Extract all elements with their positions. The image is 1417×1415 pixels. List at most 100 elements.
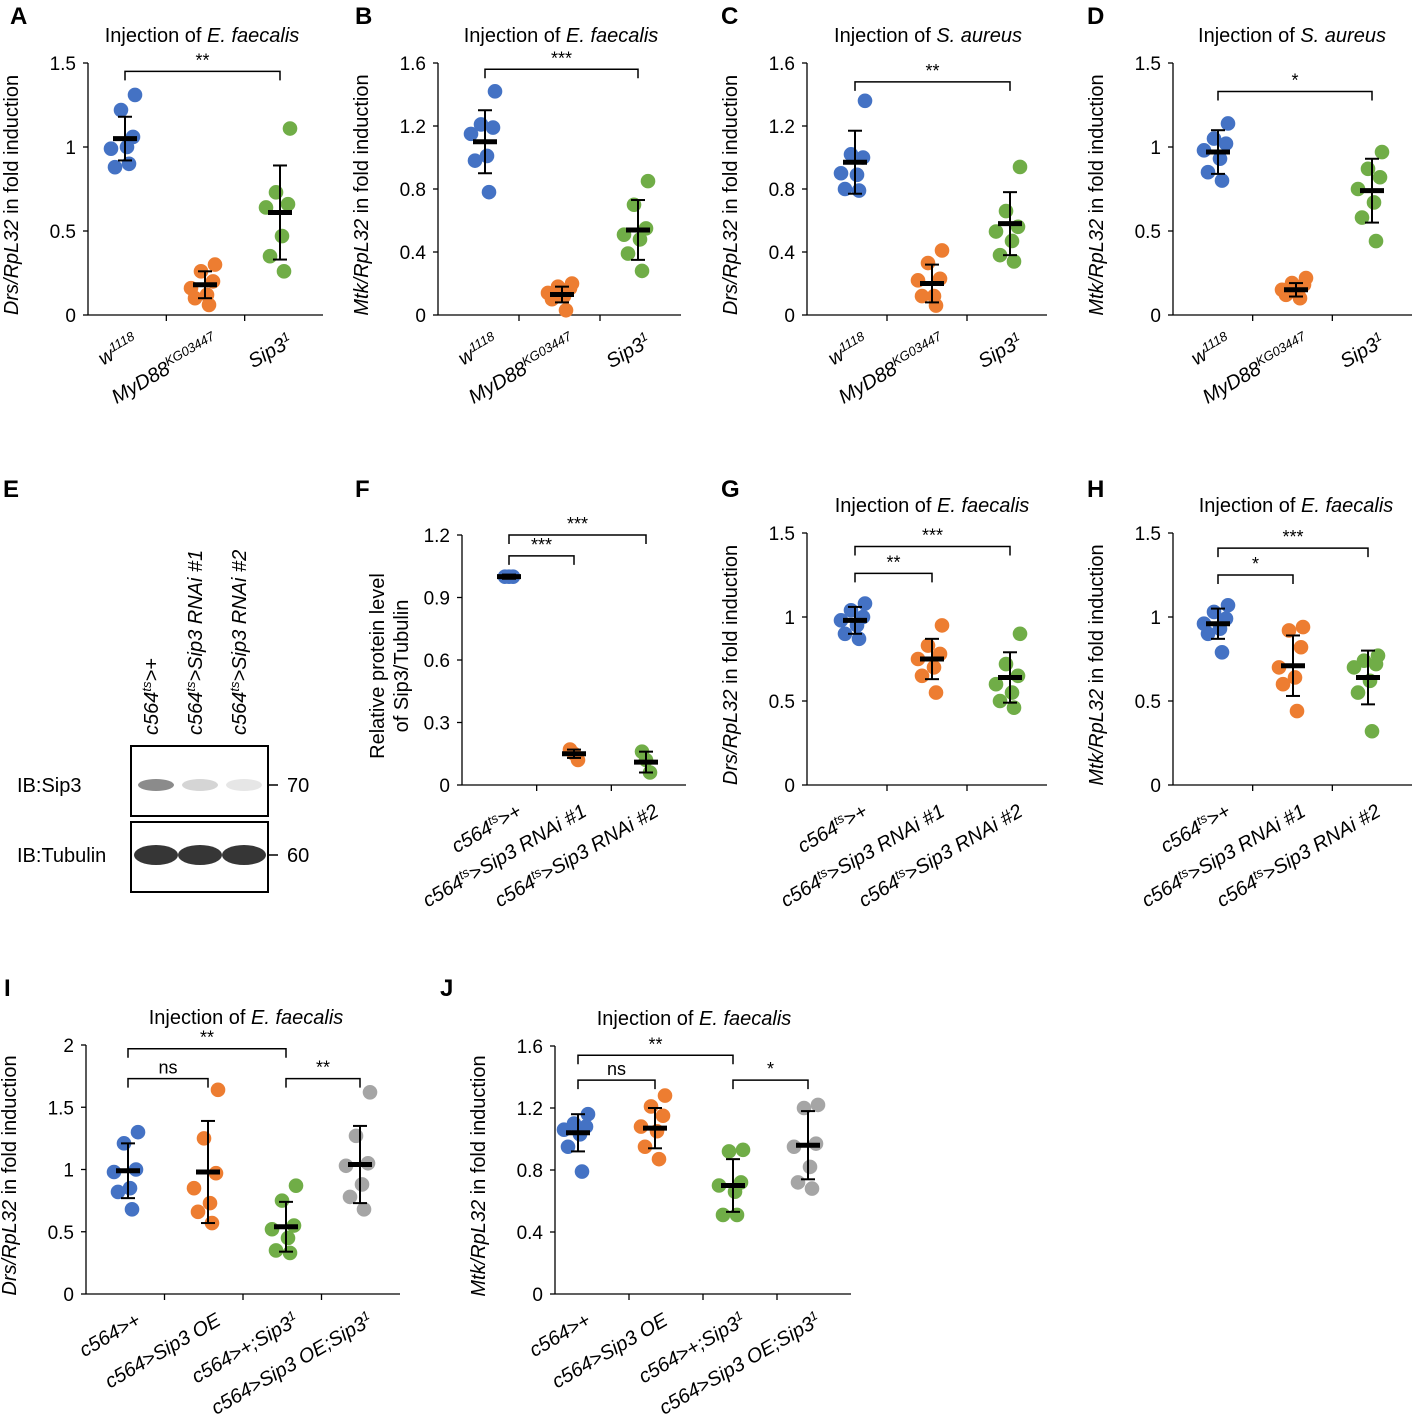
data-point <box>637 1139 653 1155</box>
marker-label: 60 <box>287 845 309 867</box>
data-point <box>804 1181 820 1196</box>
y-axis-label: of Sip3/Tubulin <box>391 600 413 733</box>
panel-letter: F <box>355 476 370 503</box>
panel-letter: A <box>10 3 27 30</box>
data-point <box>992 693 1008 709</box>
panel-letter: H <box>1087 476 1104 503</box>
data-point <box>362 1085 378 1100</box>
significance-bracket <box>124 70 281 81</box>
data-point <box>119 139 135 155</box>
data-point <box>485 120 501 135</box>
data-point <box>634 263 650 279</box>
y-tick-label: 1.5 <box>50 54 76 75</box>
data-point <box>348 1128 364 1144</box>
y-tick-label: 0 <box>1150 306 1161 327</box>
data-point <box>1350 685 1366 700</box>
data-point <box>1293 639 1309 655</box>
y-tick-label: 0.5 <box>48 1223 74 1244</box>
x-category-label: Sip31 <box>973 328 1026 373</box>
data-point <box>1364 723 1380 739</box>
significance-label: * <box>1291 71 1298 91</box>
lane-label: c564ts>Sip3 RNAi #2 <box>227 550 252 735</box>
data-point <box>186 1180 202 1196</box>
significance-label: * <box>1252 554 1259 574</box>
significance-label: ** <box>316 1058 330 1078</box>
y-axis-label: Mtk/RpL32 in fold induction <box>468 1055 490 1296</box>
data-point <box>1368 656 1384 672</box>
data-point <box>274 228 290 244</box>
data-point <box>342 1189 358 1205</box>
data-point <box>467 153 483 168</box>
data-point <box>558 302 574 318</box>
data-point <box>574 1164 590 1179</box>
significance-label: ns <box>607 1059 626 1079</box>
blot-band <box>182 779 218 791</box>
significance-label: ** <box>195 50 209 70</box>
data-point <box>1218 136 1234 151</box>
y-tick-label: 2 <box>63 1036 74 1057</box>
x-category-label: Sip31 <box>243 328 296 373</box>
y-tick-label: 1 <box>1150 608 1161 629</box>
significance-label: *** <box>922 525 943 545</box>
data-point <box>735 1142 751 1158</box>
panel-g: G Injection of E. faecalis 0 0.5 1 1.5 Drs/RpL… <box>720 476 1047 912</box>
data-point <box>113 102 129 118</box>
significance-bracket <box>508 534 647 544</box>
y-tick-label: 1.2 <box>424 526 450 547</box>
significance-label: *** <box>551 48 572 68</box>
data-point <box>920 638 936 653</box>
y-axis-label: Mtk/RpL32 in fold induction <box>351 74 373 315</box>
data-point <box>280 1230 296 1246</box>
blot-label: IB:Sip3 <box>17 775 81 797</box>
data-point <box>276 264 292 279</box>
panel-b: B Injection of E. faecalis 0 0.4 0.8 1.2 1.6 Mt… <box>351 3 681 408</box>
x-category-label: w1118 <box>823 328 872 370</box>
y-tick-label: 0.5 <box>769 692 795 713</box>
data-point <box>934 243 950 258</box>
data-point <box>103 141 119 156</box>
data-point <box>196 1131 212 1146</box>
y-tick-label: 0 <box>415 306 426 327</box>
data-point <box>1292 290 1308 306</box>
y-tick-label: 0.6 <box>424 651 450 672</box>
data-point <box>354 1177 370 1192</box>
significance-label: *** <box>567 514 588 534</box>
chart-title: Injection of E. faecalis <box>149 1007 344 1029</box>
y-axis-label: Drs/RpL32 in fold induction <box>720 545 742 785</box>
data-point <box>796 1100 812 1116</box>
y-axis-label: Relative protein level <box>367 573 389 759</box>
y-tick-label: 1.2 <box>517 1099 543 1120</box>
y-tick-label: 1 <box>65 138 76 159</box>
y-tick-label: 0.8 <box>517 1161 543 1182</box>
data-point <box>833 165 849 181</box>
panel-letter: D <box>1087 3 1104 30</box>
panel-letter: E <box>3 476 19 503</box>
blot-band <box>138 779 174 791</box>
panel-d: D Injection of S. aureus 0 0.5 1 1.5 Mtk/RpL32… <box>1086 3 1412 408</box>
data-point <box>262 248 278 264</box>
chart-title: Injection of E. faecalis <box>597 1008 792 1030</box>
data-point <box>910 651 926 667</box>
data-point <box>998 656 1014 672</box>
chart-title: Injection of E. faecalis <box>464 25 659 47</box>
data-point <box>1366 195 1382 210</box>
data-point <box>110 1184 126 1200</box>
blot-label: IB:Tubulin <box>17 845 106 867</box>
lane-label: c564ts>Sip3 RNAi #1 <box>183 550 208 735</box>
data-point <box>107 159 123 175</box>
data-point <box>127 87 143 103</box>
data-point <box>479 148 495 164</box>
significance-bracket <box>854 81 1011 91</box>
data-point <box>920 255 936 271</box>
data-point <box>268 1243 284 1258</box>
y-axis-label: Drs/RpL32 in fold induction <box>0 1055 21 1295</box>
data-point <box>122 1180 138 1196</box>
data-point <box>1006 700 1022 716</box>
y-tick-label: 1 <box>1150 138 1161 159</box>
data-point <box>790 1175 806 1190</box>
data-point <box>1200 626 1216 642</box>
blot-band <box>226 779 262 791</box>
y-tick-label: 1 <box>63 1161 74 1182</box>
data-point <box>130 1124 146 1140</box>
